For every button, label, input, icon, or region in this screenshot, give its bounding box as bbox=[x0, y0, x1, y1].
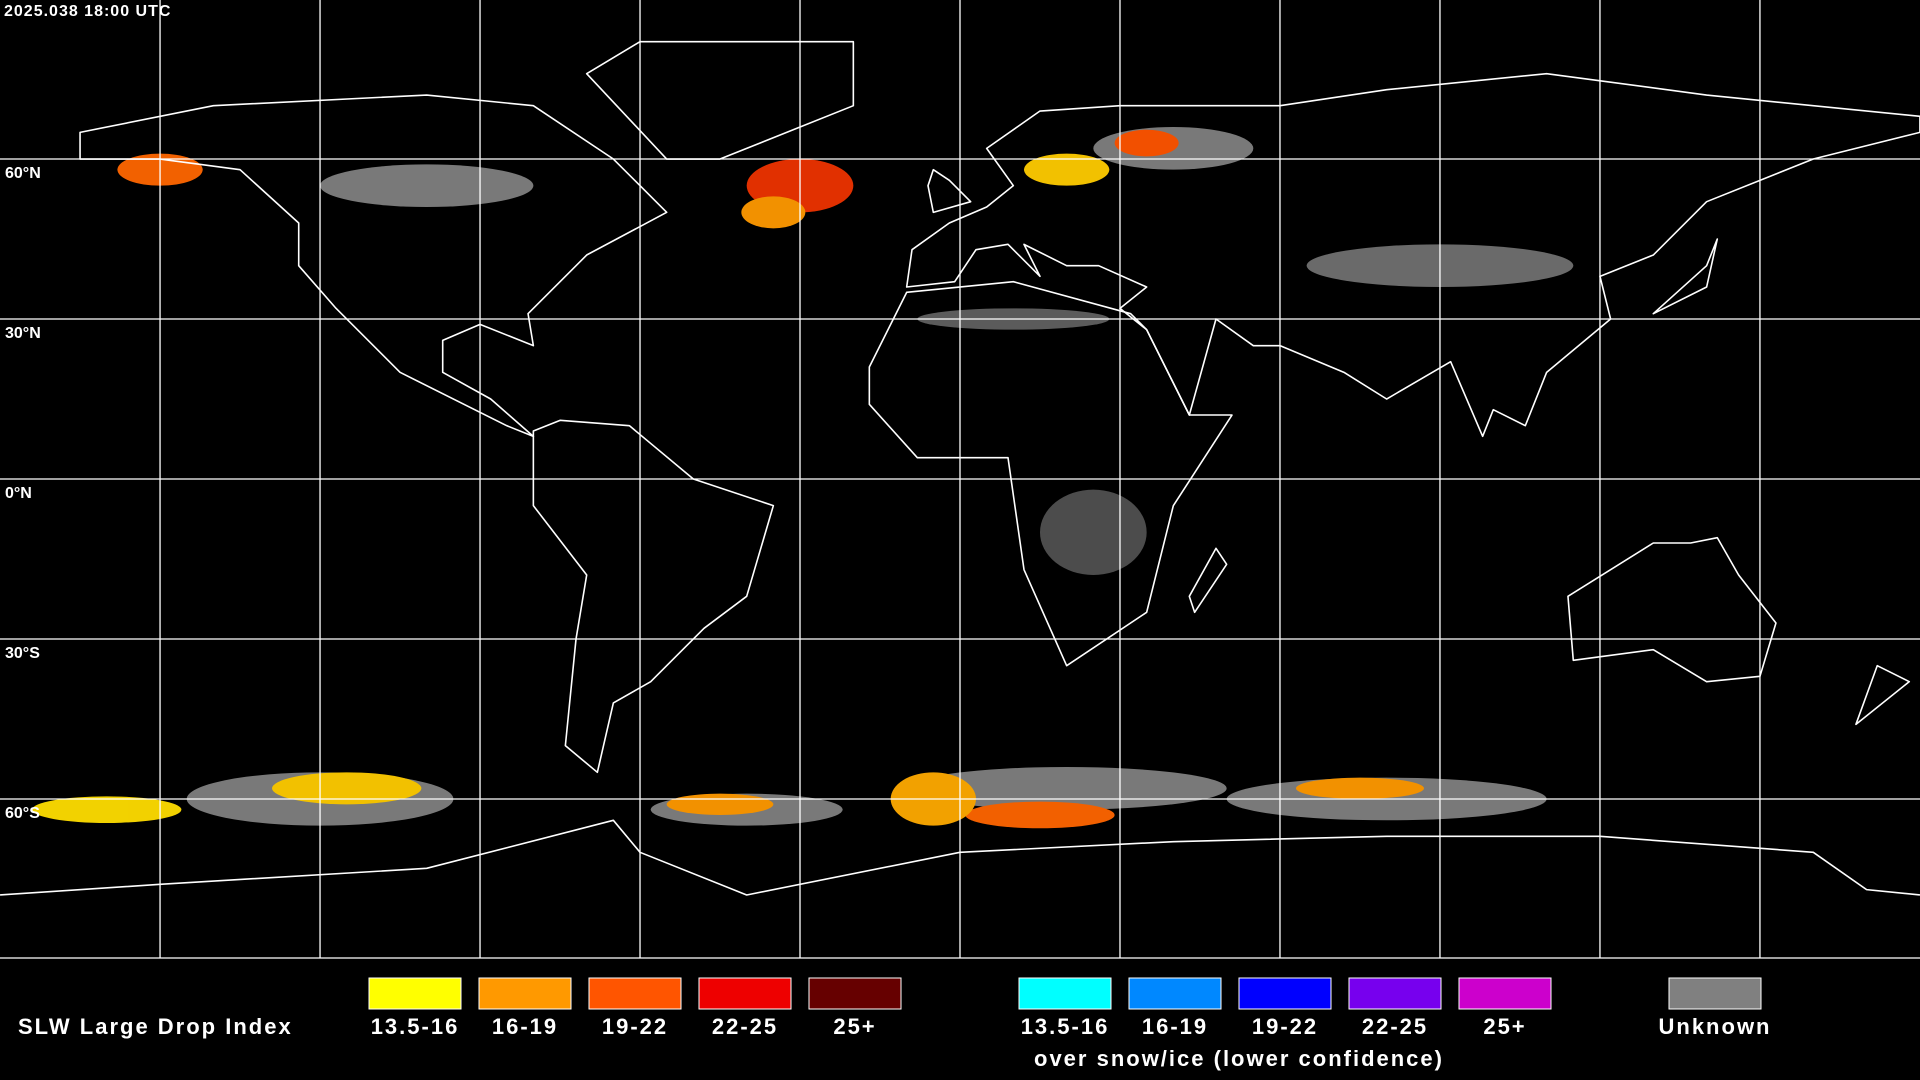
legend-swatch bbox=[368, 977, 462, 1010]
japan bbox=[1653, 239, 1717, 314]
lat-label: 60°S bbox=[5, 805, 40, 822]
legend-label: 25+ bbox=[833, 1014, 876, 1039]
legend-label: 13.5-16 bbox=[1021, 1014, 1110, 1039]
legend-label: 13.5-16 bbox=[371, 1014, 460, 1039]
patch bbox=[1039, 489, 1147, 575]
graticule bbox=[0, 0, 1920, 958]
africa bbox=[869, 282, 1232, 666]
legend-swatch bbox=[1238, 977, 1332, 1010]
patch bbox=[32, 796, 182, 823]
patch bbox=[741, 196, 806, 229]
new-zealand bbox=[1856, 666, 1909, 725]
lat-label: 30°N bbox=[5, 325, 41, 342]
legend-swatch bbox=[698, 977, 792, 1010]
legend-swatch bbox=[1128, 977, 1222, 1010]
patch bbox=[965, 801, 1115, 829]
legend-label: 19-22 bbox=[1252, 1014, 1318, 1039]
patch bbox=[320, 164, 534, 208]
legend-label: 19-22 bbox=[602, 1014, 668, 1039]
timestamp: 2025.038 18:00 UTC bbox=[4, 3, 171, 20]
lat-label: 0°N bbox=[5, 485, 32, 502]
legend-title: SLW Large Drop Index bbox=[18, 1014, 293, 1039]
britain bbox=[928, 170, 971, 213]
lat-label: 30°S bbox=[5, 645, 40, 662]
eurasia bbox=[907, 74, 1920, 437]
legend-label: Unknown bbox=[1659, 1014, 1772, 1039]
legend-label: 22-25 bbox=[1362, 1014, 1428, 1039]
madagascar bbox=[1189, 548, 1226, 612]
legend-swatch bbox=[1458, 977, 1552, 1010]
legend-swatch bbox=[1668, 977, 1762, 1010]
north-america bbox=[80, 95, 667, 436]
legend-swatch bbox=[1018, 977, 1112, 1010]
australia bbox=[1568, 538, 1776, 682]
patch bbox=[1295, 777, 1424, 799]
legend-label: 16-19 bbox=[492, 1014, 558, 1039]
legend-swatch bbox=[1348, 977, 1442, 1010]
legend-swatch bbox=[478, 977, 572, 1010]
legend-label: 22-25 bbox=[712, 1014, 778, 1039]
legend-swatch bbox=[808, 977, 902, 1010]
patch bbox=[666, 793, 774, 815]
patch bbox=[1114, 129, 1179, 157]
legend-swatch bbox=[588, 977, 682, 1010]
legend-label: 25+ bbox=[1483, 1014, 1526, 1039]
lat-label: 60°N bbox=[5, 165, 41, 182]
legend-label: 16-19 bbox=[1142, 1014, 1208, 1039]
legend-caption: over snow/ice (lower confidence) bbox=[1034, 1046, 1444, 1071]
patch bbox=[272, 772, 422, 805]
south-america bbox=[533, 420, 773, 772]
patch bbox=[1023, 153, 1110, 186]
